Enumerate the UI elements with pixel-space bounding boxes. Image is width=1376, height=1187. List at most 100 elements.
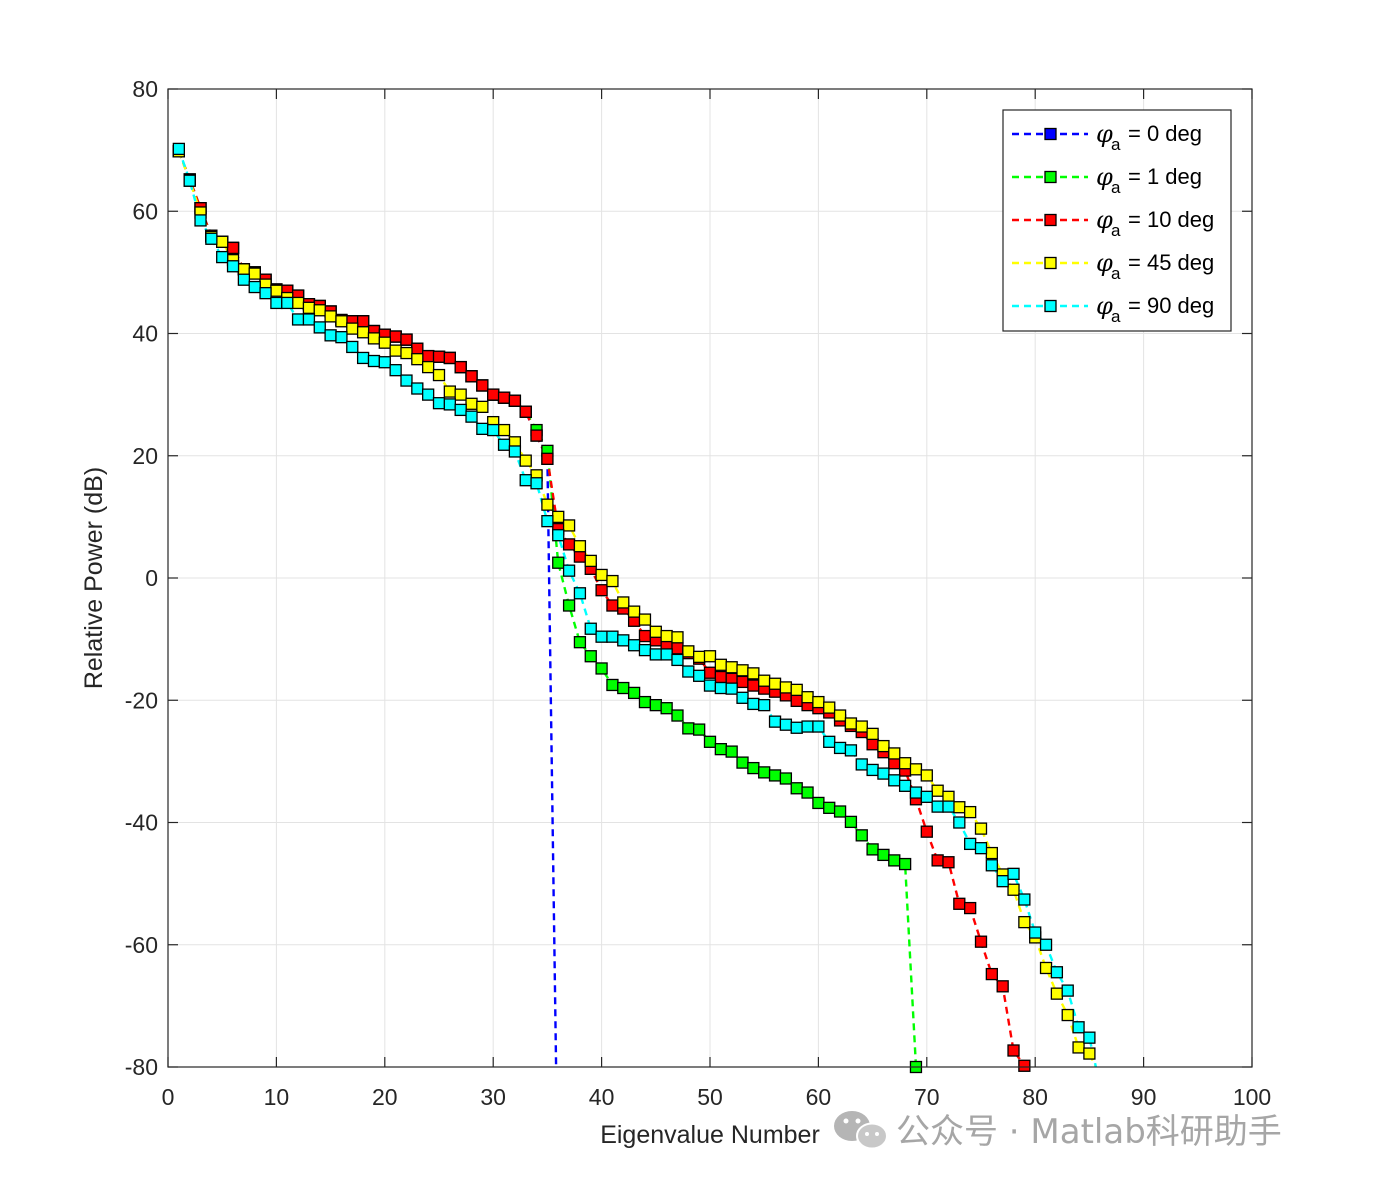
data-point (833, 805, 847, 818)
data-point (931, 784, 944, 797)
data-point (562, 538, 576, 551)
data-point (324, 310, 337, 323)
legend-label: = 45 deg (1128, 250, 1214, 275)
data-point (584, 622, 597, 635)
data-point (898, 779, 912, 792)
data-point (226, 241, 240, 255)
data-point (1083, 1031, 1096, 1044)
data-point (606, 599, 619, 612)
data-point (487, 388, 500, 401)
data-point (779, 718, 793, 731)
data-point (909, 786, 923, 799)
data-point (270, 284, 283, 297)
data-point (411, 353, 424, 366)
y-tick-label: 20 (132, 443, 158, 469)
data-point (671, 709, 684, 722)
legend-entry: φa = 45 deg (1012, 249, 1214, 283)
data-point (237, 273, 251, 286)
legend-marker (1044, 213, 1057, 227)
legend-label: = 1 deg (1128, 164, 1202, 189)
data-point (660, 629, 673, 643)
data-point (237, 263, 251, 276)
data-point (248, 267, 261, 280)
x-tick-label: 100 (1233, 1084, 1271, 1110)
data-point (747, 697, 760, 711)
data-point (790, 694, 803, 708)
data-point (801, 786, 814, 799)
data-point (400, 333, 413, 346)
data-point (411, 382, 424, 395)
data-point (367, 354, 381, 368)
data-point (736, 675, 749, 689)
data-point (497, 423, 511, 437)
data-point (497, 438, 511, 451)
data-point (1039, 938, 1053, 951)
data-point (866, 763, 879, 777)
data-point (671, 653, 684, 667)
legend-label: = 0 deg (1128, 121, 1202, 146)
data-point (942, 800, 955, 813)
data-point (649, 648, 662, 661)
data-point (649, 698, 662, 712)
data-point (432, 397, 446, 410)
data-point (259, 287, 272, 300)
y-tick-labels: -80 -60 -40 -20 0 20 40 60 80 (125, 76, 158, 1080)
x-tick-label: 10 (264, 1084, 290, 1110)
y-tick-label: 0 (145, 565, 158, 591)
data-point (454, 360, 467, 374)
data-point (422, 388, 435, 401)
data-point (768, 715, 782, 728)
legend-subscript: a (1111, 178, 1121, 197)
data-point (996, 875, 1009, 888)
data-point (595, 630, 608, 643)
data-point (866, 738, 879, 751)
data-point (313, 321, 326, 334)
data-point (714, 743, 727, 756)
data-point (768, 677, 782, 690)
data-point (541, 515, 554, 528)
data-point (1050, 987, 1064, 1000)
legend-marker (1044, 256, 1057, 270)
data-point (356, 351, 370, 365)
y-tick-label: -20 (125, 687, 158, 713)
data-point (497, 391, 511, 404)
data-point (823, 735, 836, 748)
data-point (519, 474, 532, 487)
data-point (855, 829, 868, 842)
data-point (693, 723, 706, 736)
data-point (638, 629, 652, 643)
legend-subscript: a (1111, 307, 1121, 326)
data-point (356, 315, 370, 328)
data-point (552, 529, 565, 542)
data-point (367, 332, 381, 345)
data-point (389, 330, 402, 343)
data-point (346, 340, 359, 354)
data-point (985, 846, 998, 860)
x-tick-label: 0 (162, 1084, 175, 1110)
data-point (400, 346, 413, 360)
y-tick-label: 80 (132, 76, 158, 102)
data-point (790, 721, 803, 734)
data-point (291, 296, 305, 310)
data-point (519, 405, 532, 418)
x-tick-label: 80 (1022, 1084, 1048, 1110)
legend-entry: φa = 10 deg (1012, 206, 1214, 240)
data-point (703, 679, 717, 692)
data-point (432, 368, 446, 382)
data-point (270, 296, 283, 310)
legend-phi-symbol: φ (1096, 206, 1113, 234)
data-point (552, 556, 565, 569)
legend-entry: φa = 1 deg (1012, 163, 1202, 197)
data-point (346, 322, 359, 335)
data-point (1072, 1041, 1085, 1054)
data-point (216, 235, 229, 248)
data-point (584, 650, 597, 663)
data-point (779, 681, 793, 694)
data-point (823, 801, 836, 814)
y-tick-label: -80 (125, 1054, 158, 1080)
data-point (627, 686, 641, 700)
data-point (1018, 893, 1031, 906)
data-point (725, 745, 738, 758)
data-point (443, 398, 456, 411)
